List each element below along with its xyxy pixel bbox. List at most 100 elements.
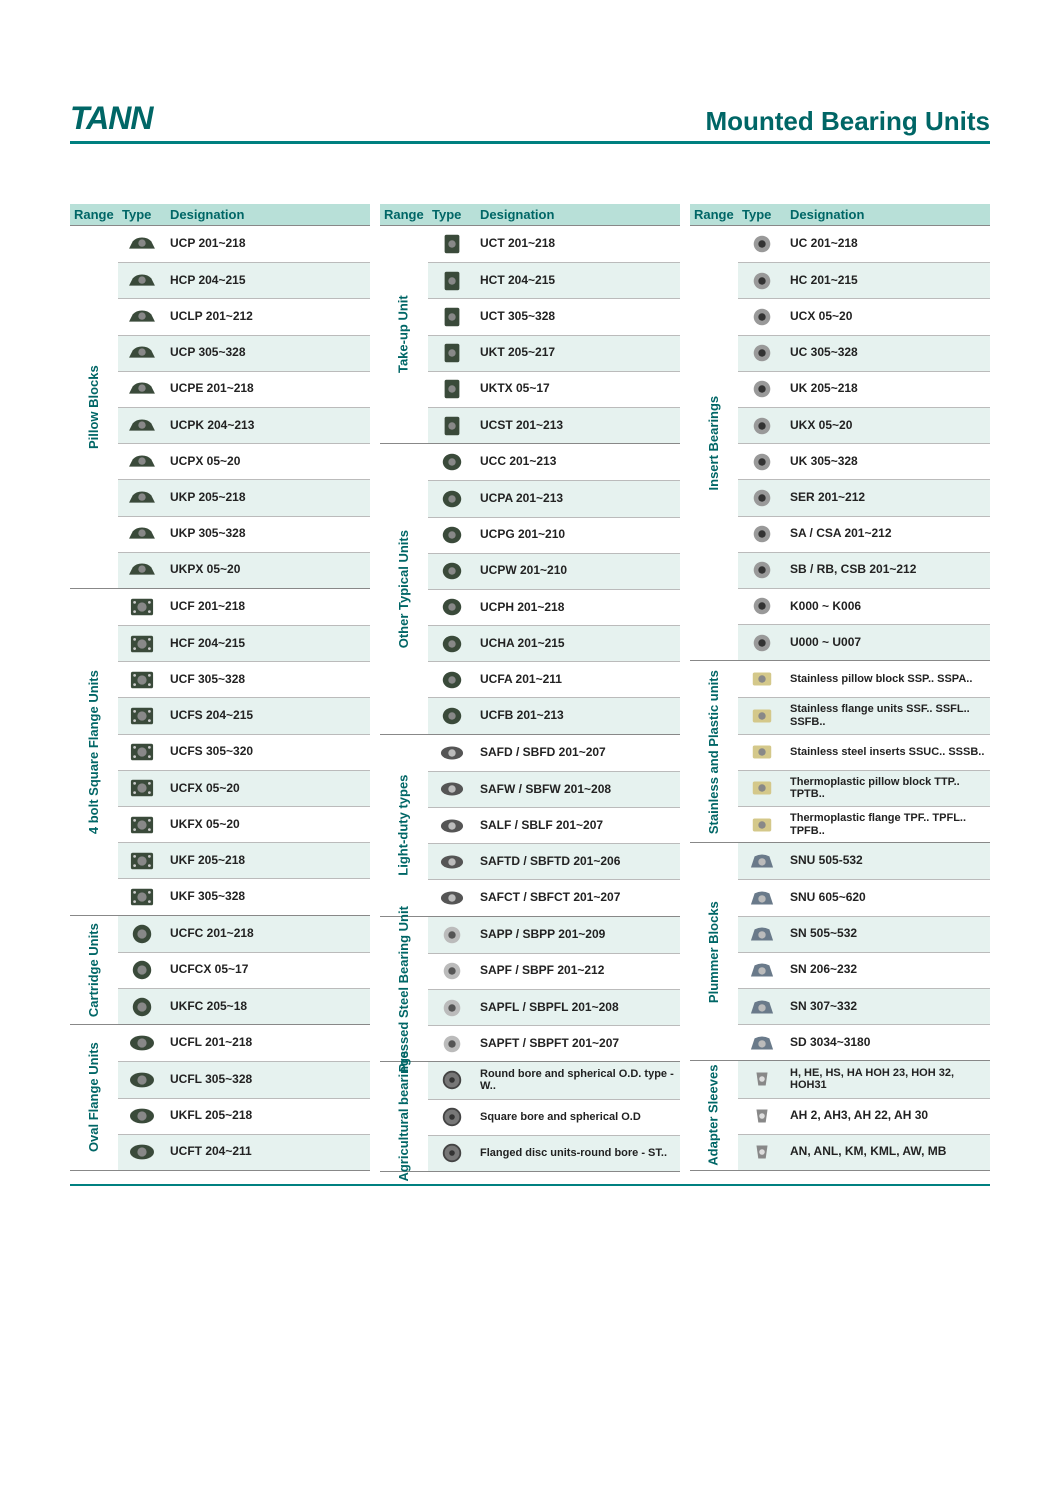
table-row: AN, ANL, KM, KML, AW, MB [738, 1134, 990, 1170]
type-icon-cell [738, 408, 786, 443]
table-row: UKTX 05~17 [428, 371, 680, 407]
type-icon-cell [118, 1135, 166, 1170]
light-icon [435, 777, 469, 801]
cartridge-icon [125, 922, 159, 946]
insert-icon [745, 631, 779, 655]
pillow-icon [125, 377, 159, 401]
rows-container: UCFL 201~218 UCFL 305~328 UKFL 205~218 UCFT… [118, 1025, 370, 1170]
table-row: UCPE 201~218 [118, 371, 370, 407]
type-icon-cell [428, 917, 476, 953]
rows-container: UCF 201~218HCF 204~215UCF 305~328UCFS 20… [118, 589, 370, 915]
table-row: UCPA 201~213 [428, 480, 680, 516]
table-row: H, HE, HS, HA HOH 23, HOH 32, HOH31 [738, 1061, 990, 1097]
designation-text: SAFCT / SBFCT 201~207 [476, 891, 680, 905]
range-label: Agricultural bearings [397, 1051, 411, 1182]
designation-text: UCST 201~213 [476, 419, 680, 433]
type-icon-cell [738, 589, 786, 624]
designation-text: Stainless pillow block SSP.. SSPA.. [786, 673, 990, 686]
designation-text: SAFTD / SBFTD 201~206 [476, 855, 680, 869]
designation-text: UC 201~218 [786, 237, 990, 251]
plummer-icon [745, 995, 779, 1019]
range-section: 4 bolt Square Flange UnitsUCF 201~218HCF… [70, 589, 370, 916]
type-icon-cell [738, 299, 786, 334]
pillow-icon [125, 232, 159, 256]
range-section: Take-up UnitUCT 201~218HCT 204~215UCT 30… [380, 226, 680, 444]
table-row: AH 2, AH3, AH 22, AH 30 [738, 1098, 990, 1134]
designation-text: UKFL 205~218 [166, 1109, 370, 1123]
range-cell: Adapter Sleeves [690, 1061, 738, 1170]
cartridge-icon [125, 995, 159, 1019]
table-row: SA / CSA 201~212 [738, 516, 990, 552]
type-icon-cell [118, 1099, 166, 1134]
designation-text: UCP 305~328 [166, 346, 370, 360]
type-icon-cell [428, 772, 476, 807]
designation-text: UCFA 201~211 [476, 673, 680, 687]
type-icon-cell [428, 735, 476, 771]
pillow-icon [125, 305, 159, 329]
square4-icon [125, 740, 159, 764]
pillow-icon [125, 558, 159, 582]
designation-text: UCFL 201~218 [166, 1036, 370, 1050]
insert-icon [745, 450, 779, 474]
square4-icon [125, 776, 159, 800]
type-icon-cell [428, 1100, 476, 1135]
designation-text: AH 2, AH3, AH 22, AH 30 [786, 1109, 990, 1123]
other-icon [435, 704, 469, 728]
table-row: SNU 605~620 [738, 879, 990, 915]
designation-text: UKX 05~20 [786, 419, 990, 433]
type-icon-cell [738, 625, 786, 660]
rows-container: Round bore and spherical O.D. type - W..… [428, 1062, 680, 1171]
designation-text: SN 505~532 [786, 927, 990, 941]
table-row: UCFT 204~211 [118, 1134, 370, 1170]
range-cell: Plummer Blocks [690, 843, 738, 1060]
type-icon-cell [428, 518, 476, 553]
range-cell: Pillow Blocks [70, 226, 118, 588]
designation-text: UCT 305~328 [476, 310, 680, 324]
designation-text: SAPF / SBPF 201~212 [476, 964, 680, 978]
type-icon-cell [738, 698, 786, 733]
type-icon-cell [738, 880, 786, 915]
table-column: RangeTypeDesignationInsert BearingsUC 20… [690, 204, 990, 1172]
type-icon-cell [428, 590, 476, 625]
type-icon-cell [428, 844, 476, 879]
range-section: Oval Flange UnitsUCFL 201~218UCFL 305~32… [70, 1025, 370, 1171]
table-row: UCFCX 05~17 [118, 952, 370, 988]
pressed-icon [435, 959, 469, 983]
pillow-icon [125, 486, 159, 510]
plummer-icon [745, 849, 779, 873]
type-icon-cell [738, 1061, 786, 1097]
table-row: SAFTD / SBFTD 201~206 [428, 843, 680, 879]
table-row: UCF 201~218 [118, 589, 370, 625]
type-icon-cell [738, 1025, 786, 1060]
designation-text: UCT 201~218 [476, 237, 680, 251]
table-row: UCFB 201~213 [428, 697, 680, 733]
type-icon-cell [428, 263, 476, 298]
table-row: UKP 205~218 [118, 479, 370, 515]
plummer-icon [745, 886, 779, 910]
type-icon-cell [738, 226, 786, 262]
designation-text: UKTX 05~17 [476, 382, 680, 396]
light-icon [435, 850, 469, 874]
type-icon-cell [428, 554, 476, 589]
table-row: UC 201~218 [738, 226, 990, 262]
rows-container: SNU 505-532SNU 605~620SN 505~532SN 206~2… [738, 843, 990, 1060]
agri-icon [435, 1105, 469, 1129]
type-icon-cell [738, 843, 786, 879]
table-row: UC 305~328 [738, 335, 990, 371]
type-icon-cell [428, 1136, 476, 1171]
designation-text: UCFX 05~20 [166, 782, 370, 796]
designation-text: SAPFL / SBPFL 201~208 [476, 1001, 680, 1015]
type-icon-cell [738, 917, 786, 952]
rows-container: SAFD / SBFD 201~207SAFW / SBFW 201~208SA… [428, 735, 680, 916]
table-row: UCP 201~218 [118, 226, 370, 262]
rows-container: UCT 201~218HCT 204~215UCT 305~328UKT 205… [428, 226, 680, 443]
type-icon-cell [118, 662, 166, 697]
rows-container: UC 201~218HC 201~215UCX 05~20UC 305~328U… [738, 226, 990, 660]
table-row: UCFL 305~328 [118, 1061, 370, 1097]
square4-icon [125, 704, 159, 728]
type-icon-cell [428, 954, 476, 989]
ssplastic-icon [745, 776, 779, 800]
table-column: RangeTypeDesignationPillow BlocksUCP 201… [70, 204, 370, 1172]
plummer-icon [745, 958, 779, 982]
range-section: Insert BearingsUC 201~218HC 201~215UCX 0… [690, 226, 990, 661]
